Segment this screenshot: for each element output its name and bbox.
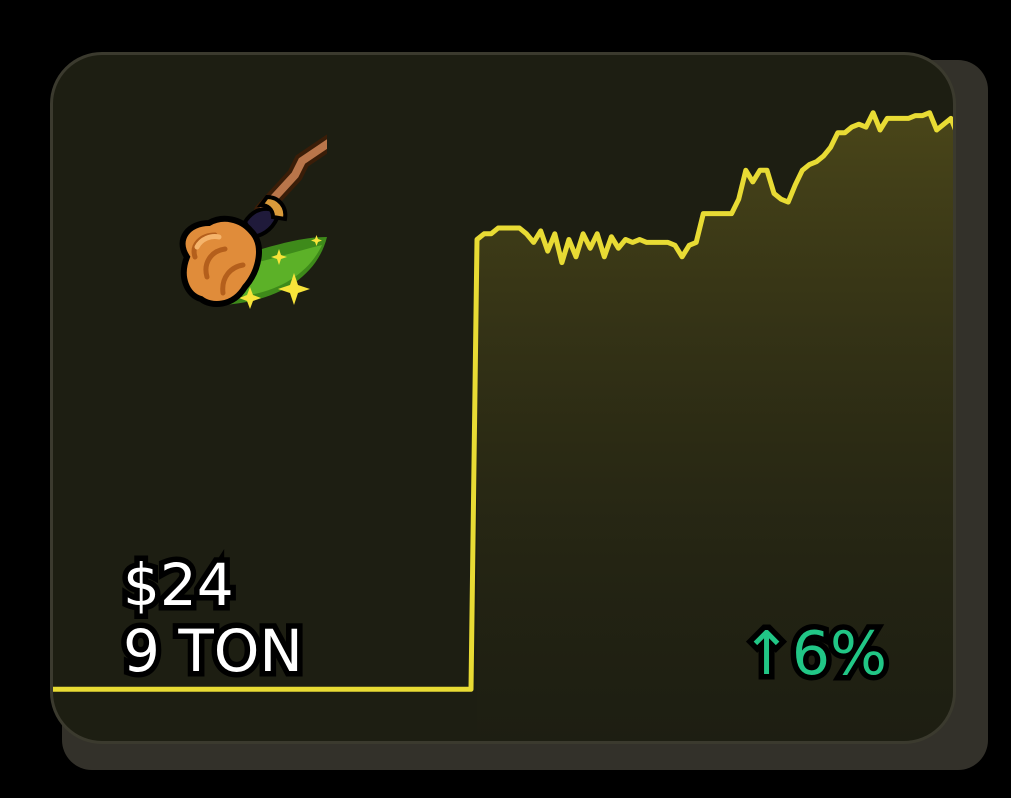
arrow-up-icon: ↑ xyxy=(736,616,797,693)
price-chart xyxy=(53,110,953,741)
change-percent: 6% xyxy=(786,616,892,693)
broom-icon xyxy=(179,134,327,309)
chart-price-line xyxy=(53,110,953,692)
asset-price-card[interactable]: $24 9 TON ↑6% xyxy=(50,52,956,744)
price-block: $24 9 TON xyxy=(118,547,309,690)
price-usd: $24 xyxy=(118,547,240,624)
price-change: ↑6% xyxy=(736,616,893,693)
price-ton: 9 TON xyxy=(118,613,309,690)
chart-area-fill xyxy=(477,112,953,741)
